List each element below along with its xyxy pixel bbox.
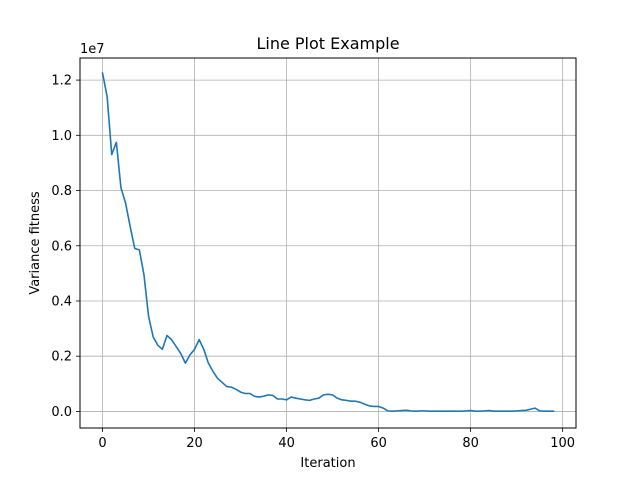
series-line — [101, 72, 555, 412]
x-tick-label: 100 — [550, 436, 575, 451]
y-tick-label: 0.6 — [51, 239, 72, 254]
x-axis-label: Iteration — [300, 456, 355, 471]
x-tick-label: 20 — [186, 436, 203, 451]
y-tick-label: 1.2 — [51, 74, 72, 89]
y-tick-label: 1.0 — [51, 129, 72, 144]
y-tick-label: 0.0 — [51, 405, 72, 420]
y-tick-label: 0.2 — [51, 350, 72, 365]
plot-area — [101, 72, 555, 412]
chart-title: Line Plot Example — [256, 34, 399, 53]
x-tick-label: 60 — [370, 436, 387, 451]
plot-frame — [79, 57, 577, 429]
y-tick-label: 0.4 — [51, 294, 72, 309]
y-axis-offset-label: 1e7 — [80, 42, 105, 57]
x-tick-label: 0 — [98, 436, 106, 451]
grid — [80, 58, 576, 428]
x-tick-label: 80 — [462, 436, 479, 451]
x-tick-label: 40 — [278, 436, 295, 451]
y-tick-label: 0.8 — [51, 184, 72, 199]
y-axis-label: Variance fitness — [28, 191, 43, 295]
axis-ticks: 0 20 40 60 80 100 0.0 0.2 0.4 0.6 0.8 1.0 1.2 — [51, 74, 575, 451]
